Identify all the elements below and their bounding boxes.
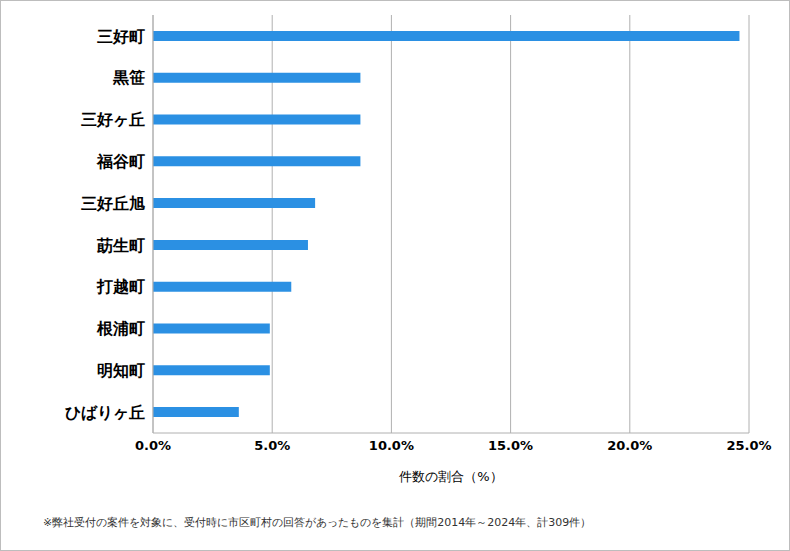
svg-text:黒笹: 黒笹: [112, 68, 145, 87]
svg-text:15.0%: 15.0%: [488, 438, 533, 453]
svg-text:三好町: 三好町: [97, 27, 145, 46]
svg-text:打越町: 打越町: [96, 277, 145, 296]
svg-text:福谷町: 福谷町: [96, 152, 145, 171]
svg-text:5.0%: 5.0%: [254, 438, 290, 453]
svg-text:ひばりヶ丘: ひばりヶ丘: [65, 403, 145, 422]
svg-text:25.0%: 25.0%: [726, 438, 771, 453]
svg-text:10.0%: 10.0%: [369, 438, 414, 453]
svg-text:明知町: 明知町: [97, 361, 145, 380]
svg-text:莇生町: 莇生町: [96, 236, 145, 255]
svg-text:三好ヶ丘: 三好ヶ丘: [81, 110, 145, 129]
svg-text:0.0%: 0.0%: [135, 438, 171, 453]
svg-text:20.0%: 20.0%: [607, 438, 652, 453]
svg-text:根浦町: 根浦町: [96, 319, 145, 338]
svg-text:三好丘旭: 三好丘旭: [81, 194, 145, 213]
html-text:※弊社受付の案件を対象に、受付時に市区町村の回答があったもの: ※弊社受付の案件を対象に、受付時に市区町村の回答があったものを集計（期間2014…: [43, 516, 592, 529]
svg-text:件数の割合（%）: 件数の割合（%）: [399, 469, 502, 484]
